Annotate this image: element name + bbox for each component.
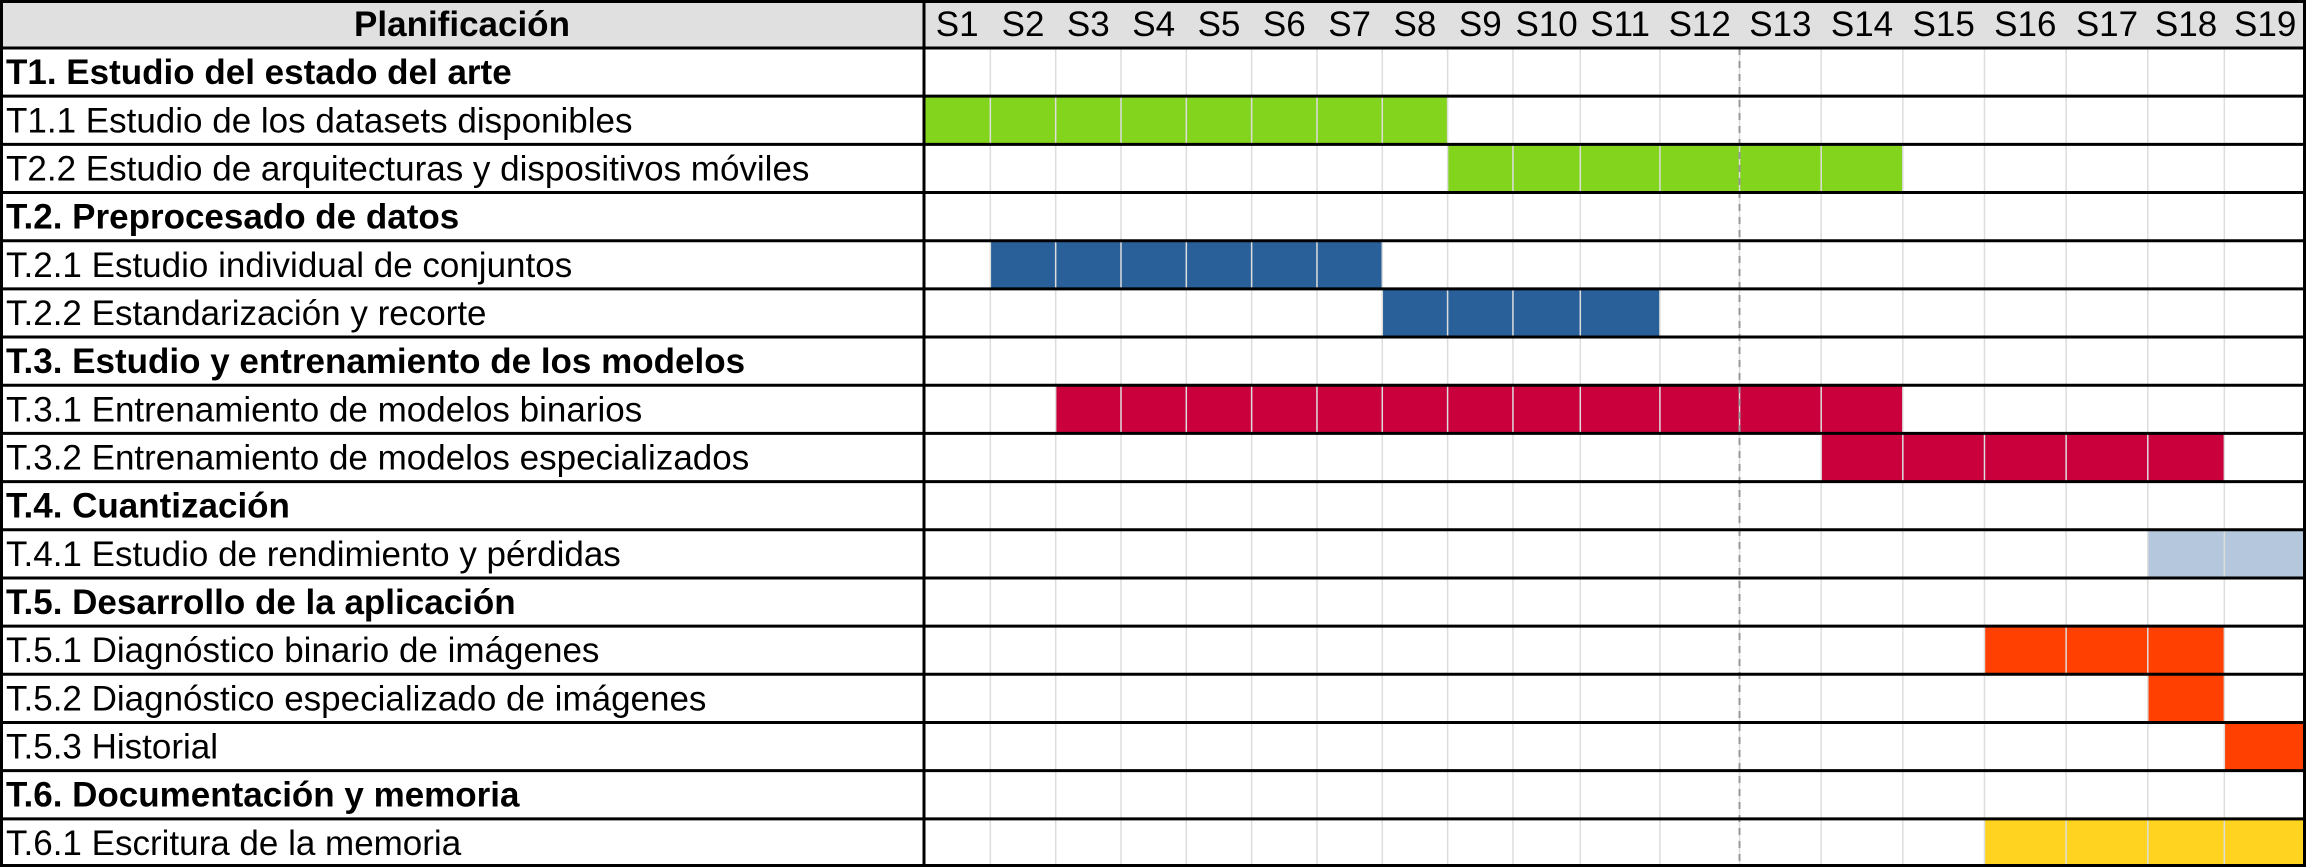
- task-bar: [1382, 288, 1660, 338]
- task-bar: [2147, 529, 2306, 578]
- week-label: S3: [1067, 5, 1110, 44]
- task-label: T.5.1 Diagnóstico binario de imágenes: [6, 631, 599, 670]
- week-label: S15: [1913, 5, 1975, 44]
- header-background: [0, 0, 2306, 48]
- week-label: S12: [1669, 5, 1731, 44]
- task-bar: [2224, 722, 2306, 771]
- week-label: S8: [1394, 5, 1437, 44]
- task-label: T2.2 Estudio de arquitecturas y disposit…: [6, 149, 809, 188]
- week-label: S18: [2155, 5, 2217, 44]
- task-label: T.3.1 Entrenamiento de modelos binarios: [6, 390, 642, 429]
- task-bar: [2147, 674, 2225, 723]
- week-label: S16: [1994, 5, 2056, 44]
- task-group-label: T1. Estudio del estado del arte: [6, 53, 512, 92]
- header-title: Planificación: [354, 5, 570, 44]
- task-label: T.5.2 Diagnóstico especializado de imáge…: [6, 679, 706, 718]
- week-label: S5: [1198, 5, 1241, 44]
- task-group-label: T.5. Desarrollo de la aplicación: [6, 583, 516, 622]
- week-label: S4: [1132, 5, 1175, 44]
- task-label: T.2.2 Estandarización y recorte: [6, 294, 487, 333]
- week-label: S19: [2234, 5, 2296, 44]
- task-group-label: T.3. Estudio y entrenamiento de los mode…: [6, 342, 745, 381]
- task-group-label: T.4. Cuantización: [6, 487, 290, 526]
- task-label: T.2.1 Estudio individual de conjuntos: [6, 246, 572, 285]
- week-label: S2: [1002, 5, 1045, 44]
- week-label: S13: [1749, 5, 1811, 44]
- task-bar: [1821, 433, 2225, 482]
- task-label: T.5.3 Historial: [6, 728, 218, 767]
- task-bar: [1447, 144, 1903, 193]
- task-group-label: T.2. Preprocesado de datos: [6, 198, 459, 237]
- week-label: S6: [1263, 5, 1306, 44]
- task-label: T.4.1 Estudio de rendimiento y pérdidas: [6, 535, 621, 574]
- week-label: S1: [936, 5, 979, 44]
- week-label: S7: [1328, 5, 1371, 44]
- week-label: S11: [1590, 5, 1650, 44]
- week-label: S14: [1831, 5, 1893, 44]
- week-label: S10: [1515, 5, 1577, 44]
- task-label: T.3.2 Entrenamiento de modelos especiali…: [6, 439, 749, 478]
- task-bar: [1984, 626, 2225, 675]
- week-label: S9: [1459, 5, 1502, 44]
- task-label: T1.1 Estudio de los datasets disponibles: [6, 101, 633, 140]
- task-group-label: T.6. Documentación y memoria: [6, 776, 520, 815]
- task-bar: [1055, 385, 1903, 434]
- task-bar: [1984, 818, 2306, 867]
- task-label: T.6.1 Escritura de la memoria: [6, 824, 462, 863]
- week-label: S17: [2076, 5, 2138, 44]
